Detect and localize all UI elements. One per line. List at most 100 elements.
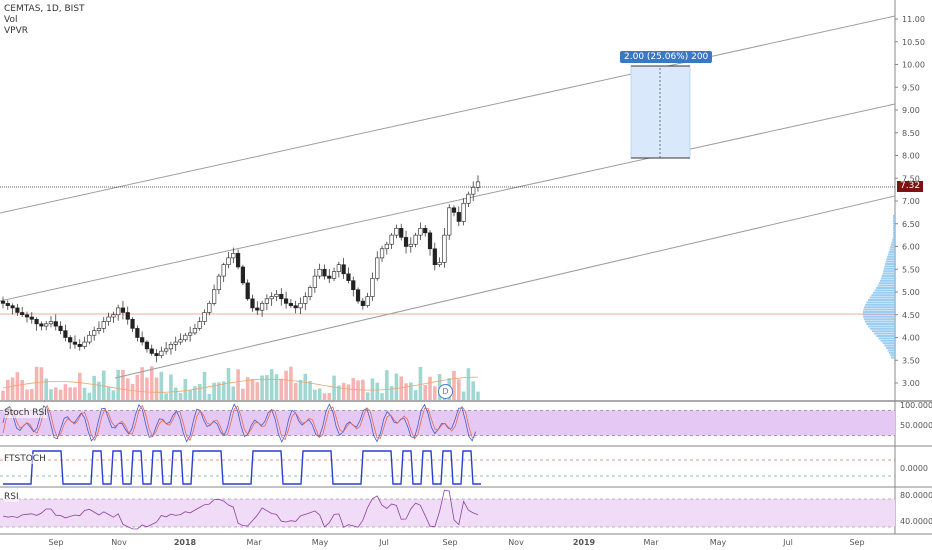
candle-body (53, 321, 58, 327)
volume-bar (284, 370, 288, 400)
candle-body (399, 228, 404, 238)
time-tick-label: Nov (508, 538, 524, 547)
rsi-label[interactable]: RSI (4, 492, 19, 502)
candle-body (317, 268, 322, 277)
volume-bar (92, 375, 96, 400)
price-tick-label: 4.50 (902, 311, 920, 320)
dividend-badge[interactable]: D (438, 384, 453, 399)
candle-body (418, 228, 423, 236)
volume-bar (389, 386, 394, 400)
volume-bar (293, 383, 298, 400)
vpvr-bar (891, 356, 895, 359)
candle-body (384, 243, 389, 250)
candle-body (413, 234, 418, 245)
vpvr-bar (882, 342, 895, 345)
candle-body (183, 334, 188, 341)
candle-body (72, 341, 78, 345)
candle-body (44, 323, 49, 327)
price-tick-label: 9.00 (902, 106, 920, 115)
channel-middle-line (0, 103, 896, 302)
price-tick-label: 10.50 (902, 38, 925, 47)
volume-bar (433, 386, 437, 400)
vpvr-bar (871, 294, 895, 297)
candle-body (231, 253, 236, 259)
candle-body (456, 212, 461, 222)
candle-body (92, 330, 97, 336)
volume-bar (471, 381, 476, 400)
candle-body (379, 248, 385, 259)
candle-body (120, 307, 126, 313)
price-tick-label: 3.00 (902, 379, 920, 388)
volume-bar (25, 389, 29, 400)
candle-body (101, 321, 106, 329)
candle-body (207, 303, 212, 313)
channel-lower-line (114, 195, 896, 379)
vpvr-bar (866, 301, 895, 304)
vpvr-bar (884, 344, 895, 347)
volume-bar (29, 389, 34, 400)
stoch-d-line (2, 404, 476, 442)
vpvr-bar (873, 291, 895, 294)
volume-bar (125, 378, 130, 400)
vpvr-bar (887, 253, 895, 256)
volume-bar (236, 369, 240, 400)
vpvr-bar (886, 347, 895, 349)
volume-bar (245, 377, 250, 400)
candle-body (293, 305, 298, 309)
candle-body (447, 207, 452, 236)
volume-bar (289, 366, 293, 400)
vpvr-legend[interactable]: VPVR (4, 26, 28, 36)
candle-body (360, 300, 365, 306)
candle-body (264, 298, 269, 304)
time-tick-label: 2019 (573, 538, 596, 547)
volume-bar (173, 387, 178, 400)
candle-body (34, 318, 39, 325)
candle-body (451, 207, 457, 213)
candle-body (216, 275, 222, 291)
candle-body (87, 334, 92, 343)
volume-bar (332, 375, 336, 400)
vpvr-bar (880, 277, 895, 280)
candle-body (58, 325, 63, 331)
symbol-title[interactable]: CEMTAS, 1D, BIST (4, 4, 85, 14)
stoch-band (0, 410, 895, 436)
volume-bar (337, 385, 341, 400)
candle-body (240, 266, 245, 284)
candle-body (149, 348, 154, 354)
vpvr-bar (893, 227, 895, 229)
stoch-rsi-label[interactable]: Stoch RSI (4, 408, 47, 418)
vpvr-bar (869, 296, 895, 299)
vpvr-bar (863, 315, 895, 318)
vpvr-bar (880, 339, 895, 342)
volume-bar (346, 384, 351, 400)
candle-body (375, 257, 380, 279)
volume-bar (154, 377, 159, 400)
candle-body (29, 316, 34, 320)
ftstoch-label[interactable]: FTSTOCH (4, 454, 46, 464)
measure-label[interactable]: 2.00 (25.06%) 200 (620, 51, 713, 63)
volume-bar (135, 374, 140, 400)
candle-body (274, 293, 279, 297)
volume-bar (10, 377, 15, 400)
volume-bar (317, 388, 322, 400)
vpvr-bar (865, 303, 895, 306)
candle-body (423, 228, 428, 234)
price-tick-label: 8.00 (902, 152, 920, 161)
candle-body (20, 312, 25, 316)
candle-body (389, 234, 394, 245)
volume-bar (217, 382, 221, 400)
volume-bar (385, 370, 389, 400)
candle-body (0, 300, 6, 304)
candle-body (197, 321, 202, 329)
vpvr-bar (868, 299, 895, 301)
volume-bar (34, 366, 39, 400)
volume-legend[interactable]: Vol (4, 15, 18, 25)
time-tick-label: Sep (48, 538, 63, 547)
indicator-tick-label: 50.0000 (900, 421, 932, 430)
volume-bar (461, 391, 466, 400)
vpvr-bar (886, 258, 895, 261)
candle-body (283, 298, 289, 304)
volume-bar (298, 379, 303, 400)
volume-bar (101, 370, 106, 400)
